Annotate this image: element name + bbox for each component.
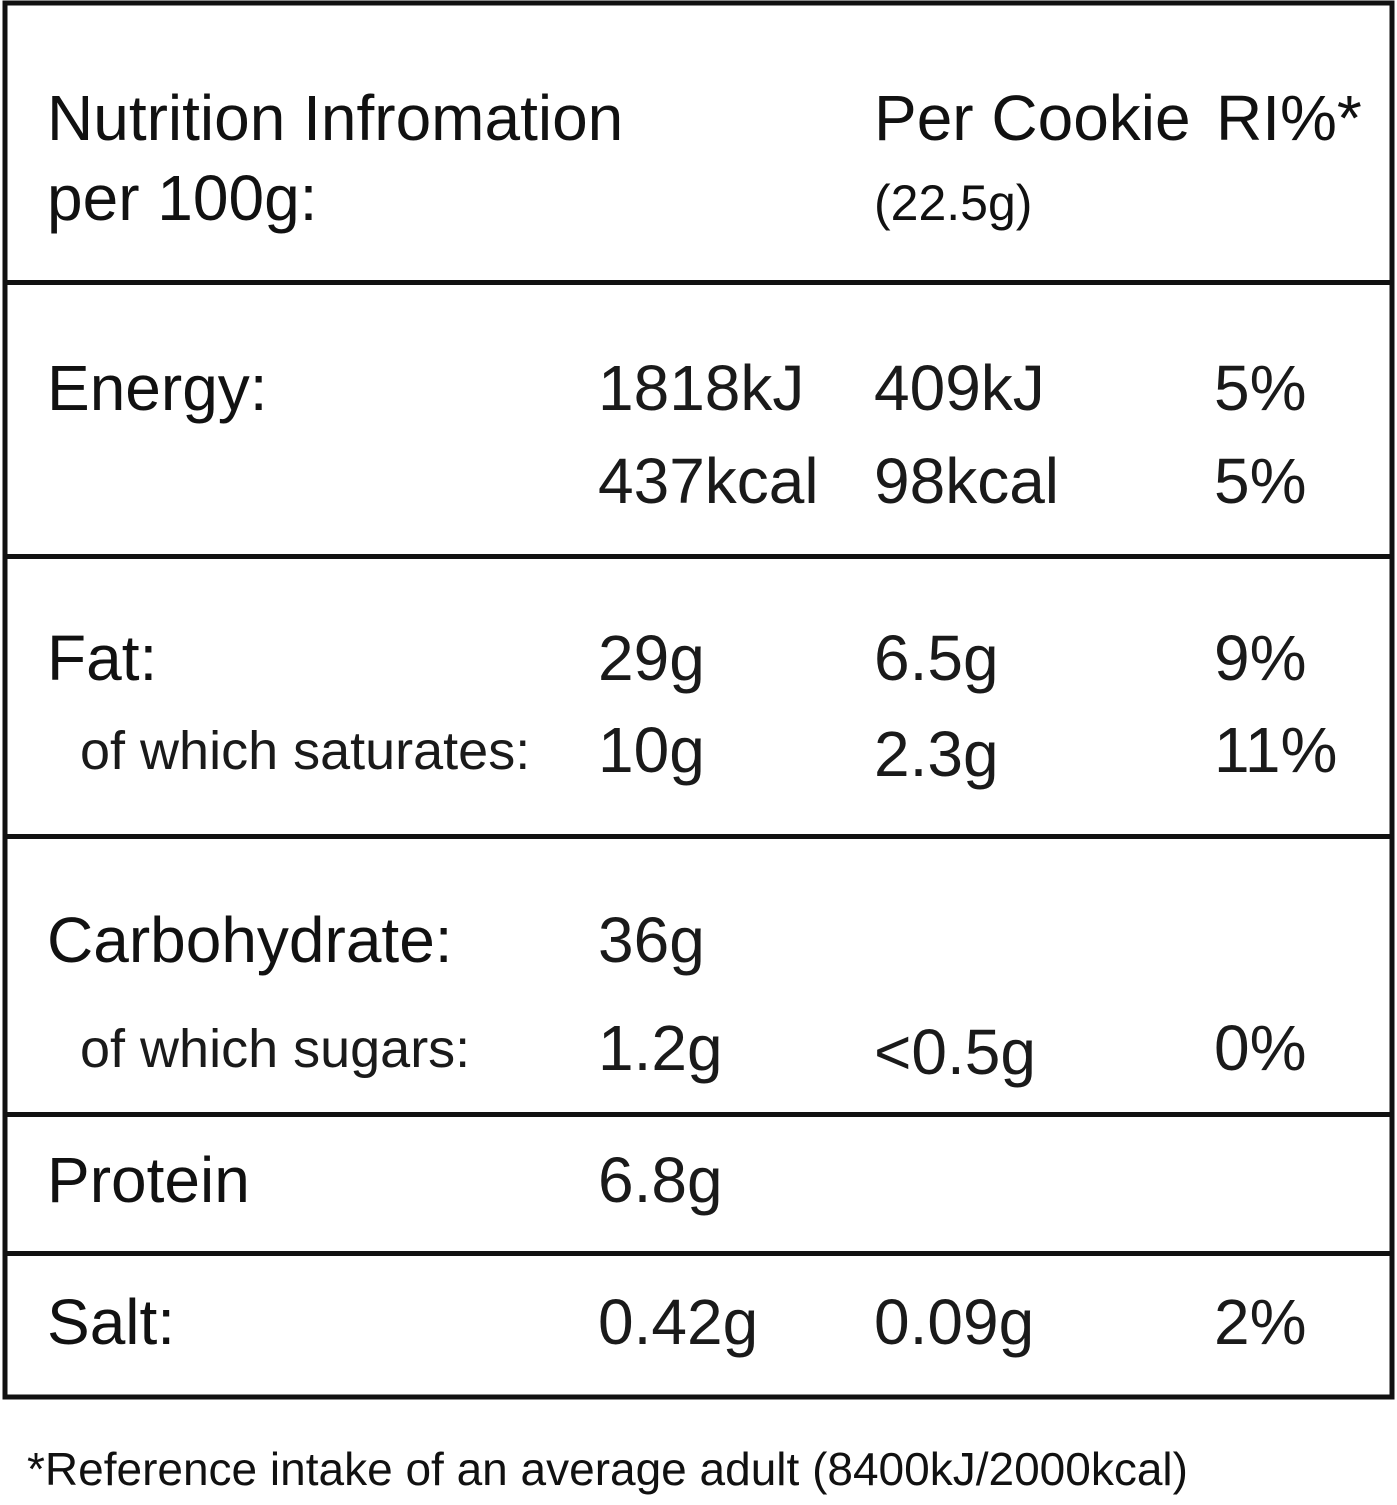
sub-label: of which saturates: <box>80 721 530 781</box>
ri-value: 0% <box>1214 1012 1307 1084</box>
per-100g-value: 6.8g <box>598 1144 723 1216</box>
per-cookie-value: 2.3g <box>874 718 999 790</box>
row-divider <box>5 280 1392 285</box>
table-border <box>2 0 1395 1400</box>
row-label: Protein <box>47 1144 250 1216</box>
per-cookie-value: 0.09g <box>874 1286 1034 1358</box>
ri-value: 5% <box>1214 445 1307 517</box>
row-divider <box>5 1112 1392 1117</box>
footnote: *Reference intake of an average adult (8… <box>27 1443 1188 1495</box>
per-100g-value: 0.42g <box>598 1286 758 1358</box>
row-label: Carbohydrate: <box>47 904 453 976</box>
per-cookie-value: 6.5g <box>874 622 999 694</box>
per-100g-value: 36g <box>598 904 705 976</box>
header-title: Nutrition Infromation <box>47 82 623 154</box>
ri-value: 2% <box>1214 1286 1307 1358</box>
ri-value: 11% <box>1214 714 1337 786</box>
per-cookie-value: <0.5g <box>874 1016 1036 1088</box>
column-header: RI%* <box>1216 82 1362 154</box>
per-cookie-value: 98kcal <box>874 445 1059 517</box>
column-header: Per Cookie <box>874 82 1191 154</box>
per-100g-value: 1.2g <box>598 1012 723 1084</box>
table-rows: Energy: 1818kJ 409kJ 5% 437kcal 98kcal 5% Fat: 2… <box>47 352 1337 1358</box>
column-header: (22.5g) <box>874 175 1032 231</box>
per-100g-value: 437kcal <box>598 445 819 517</box>
header-title: per 100g: <box>47 162 317 234</box>
per-100g-value: 10g <box>598 714 705 786</box>
row-divider <box>5 834 1392 839</box>
per-100g-value: 29g <box>598 622 705 694</box>
row-divider <box>5 554 1392 559</box>
ri-value: 9% <box>1214 622 1307 694</box>
row-divider <box>5 1251 1392 1256</box>
sub-label: of which sugars: <box>80 1019 470 1079</box>
row-label: Salt: <box>47 1286 175 1358</box>
per-cookie-value: 409kJ <box>874 352 1045 424</box>
row-label: Fat: <box>47 622 157 694</box>
ri-value: 5% <box>1214 352 1307 424</box>
per-100g-value: 1818kJ <box>598 352 804 424</box>
row-label: Energy: <box>47 352 268 424</box>
